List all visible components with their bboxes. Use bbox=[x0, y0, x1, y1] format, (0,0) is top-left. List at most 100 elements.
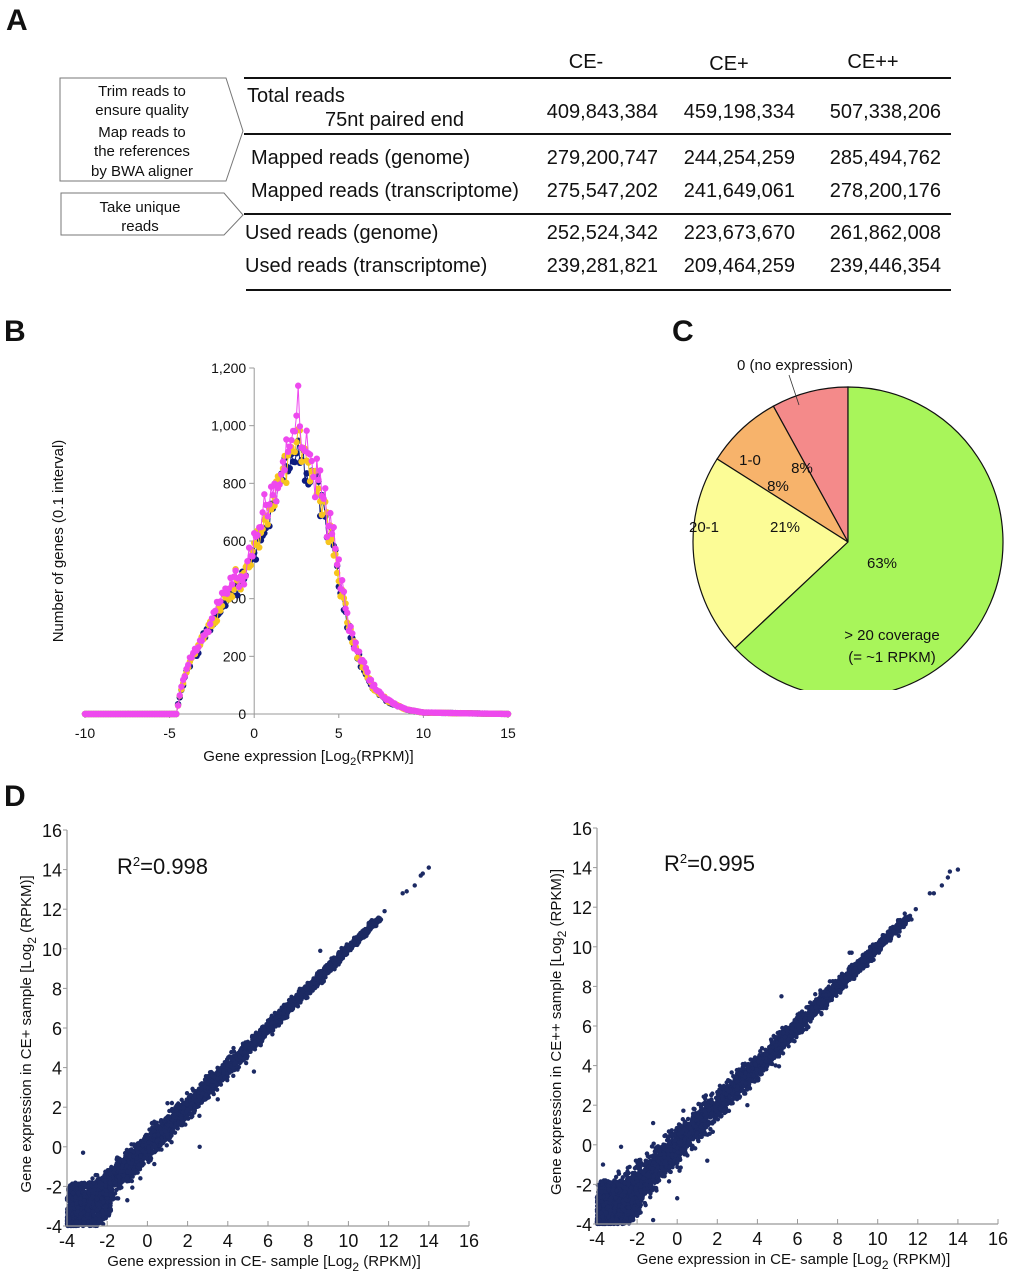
data-point bbox=[131, 1168, 136, 1174]
cell-value: 459,198,334 bbox=[684, 101, 795, 123]
data-point bbox=[146, 1145, 151, 1151]
data-point bbox=[308, 457, 315, 465]
column-header-ce-minus: CE- bbox=[569, 51, 603, 73]
data-point bbox=[310, 473, 317, 481]
step-text-line: by BWA aligner bbox=[91, 163, 193, 180]
data-point bbox=[269, 491, 277, 499]
data-point bbox=[192, 1105, 198, 1110]
pie-pct-label: 63% bbox=[867, 555, 897, 572]
data-point bbox=[195, 643, 202, 651]
data-point bbox=[284, 448, 292, 455]
step-text-line: reads bbox=[121, 218, 159, 235]
data-point bbox=[243, 1060, 249, 1066]
data-point bbox=[293, 439, 300, 446]
data-point bbox=[211, 1074, 217, 1079]
data-point bbox=[196, 1098, 202, 1103]
data-point bbox=[257, 523, 265, 531]
data-point bbox=[303, 994, 308, 1000]
data-point bbox=[283, 436, 290, 443]
data-point bbox=[338, 577, 346, 584]
x-tick-label: 15 bbox=[500, 725, 516, 741]
callout-line bbox=[788, 374, 800, 406]
series-ceplus bbox=[81, 426, 512, 718]
data-point bbox=[357, 937, 362, 942]
pie-category-label-no-expression: 0 (no expression) bbox=[737, 357, 853, 374]
data-point bbox=[318, 972, 324, 977]
data-point bbox=[504, 710, 512, 718]
data-point bbox=[188, 1092, 193, 1098]
data-point bbox=[352, 639, 359, 646]
data-point bbox=[344, 609, 351, 617]
data-point bbox=[210, 1083, 216, 1088]
pie-slice bbox=[734, 386, 1004, 690]
data-point bbox=[114, 1155, 120, 1160]
data-point bbox=[95, 1177, 100, 1182]
data-point bbox=[185, 661, 192, 669]
data-point bbox=[169, 1100, 175, 1106]
data-point bbox=[258, 1027, 263, 1032]
data-point bbox=[172, 1124, 178, 1130]
data-point bbox=[114, 1187, 119, 1192]
data-point bbox=[322, 485, 329, 492]
data-point bbox=[102, 1173, 107, 1179]
data-point bbox=[287, 997, 292, 1003]
data-point bbox=[237, 1054, 242, 1059]
data-point bbox=[214, 1087, 220, 1092]
step-text-line: the references bbox=[94, 143, 190, 160]
data-point bbox=[249, 553, 256, 560]
y-tick-label: 1,200 bbox=[211, 360, 246, 376]
data-point bbox=[281, 466, 288, 474]
data-point bbox=[320, 495, 327, 502]
data-point bbox=[234, 592, 241, 599]
data-point bbox=[224, 1071, 230, 1077]
cell-value: 209,464,259 bbox=[684, 255, 795, 277]
data-point bbox=[162, 1138, 168, 1143]
data-point bbox=[208, 615, 216, 622]
data-point bbox=[355, 648, 363, 655]
pie-category-label-over-20: > 20 coverage bbox=[844, 627, 940, 644]
panel-label-c: C bbox=[672, 315, 694, 348]
data-point bbox=[243, 1044, 248, 1049]
data-point bbox=[232, 567, 239, 574]
data-point bbox=[158, 1143, 163, 1148]
data-point bbox=[124, 1163, 129, 1169]
data-point bbox=[291, 448, 299, 456]
data-point bbox=[152, 1161, 157, 1167]
data-point bbox=[279, 1005, 284, 1010]
row-label-used-transcriptome: Used reads (transcriptome) bbox=[245, 255, 487, 277]
data-point bbox=[347, 623, 354, 630]
data-point bbox=[261, 1027, 266, 1032]
data-point bbox=[202, 1097, 207, 1102]
row-label-used-genome: Used reads (genome) bbox=[245, 222, 438, 244]
data-point bbox=[259, 509, 266, 516]
data-point bbox=[176, 1104, 182, 1110]
data-point bbox=[291, 458, 299, 466]
data-point bbox=[184, 1099, 189, 1104]
data-point bbox=[199, 1091, 205, 1096]
data-point bbox=[181, 673, 189, 680]
data-point bbox=[306, 451, 314, 458]
x-tick-label: -5 bbox=[163, 725, 176, 741]
data-point bbox=[129, 1142, 134, 1147]
data-point bbox=[371, 681, 378, 689]
data-point bbox=[229, 581, 236, 588]
data-point bbox=[311, 985, 316, 991]
y-axis-label: Number of genes (0.1 interval) bbox=[50, 440, 67, 643]
data-point bbox=[363, 930, 368, 935]
x-axis-label: Gene expression [Log2(RPKM)] bbox=[203, 748, 413, 768]
data-point bbox=[128, 1147, 134, 1153]
data-point bbox=[174, 702, 182, 709]
data-point bbox=[225, 1078, 230, 1083]
data-point bbox=[333, 569, 341, 577]
data-point bbox=[159, 1147, 164, 1152]
data-point bbox=[203, 1092, 209, 1097]
data-point bbox=[162, 1128, 168, 1134]
y-tick-label: 0 bbox=[238, 706, 246, 722]
data-point bbox=[123, 1152, 129, 1157]
data-point bbox=[303, 427, 310, 434]
x-tick-label: -10 bbox=[75, 725, 95, 741]
data-point bbox=[231, 1057, 236, 1062]
data-point bbox=[330, 524, 337, 531]
